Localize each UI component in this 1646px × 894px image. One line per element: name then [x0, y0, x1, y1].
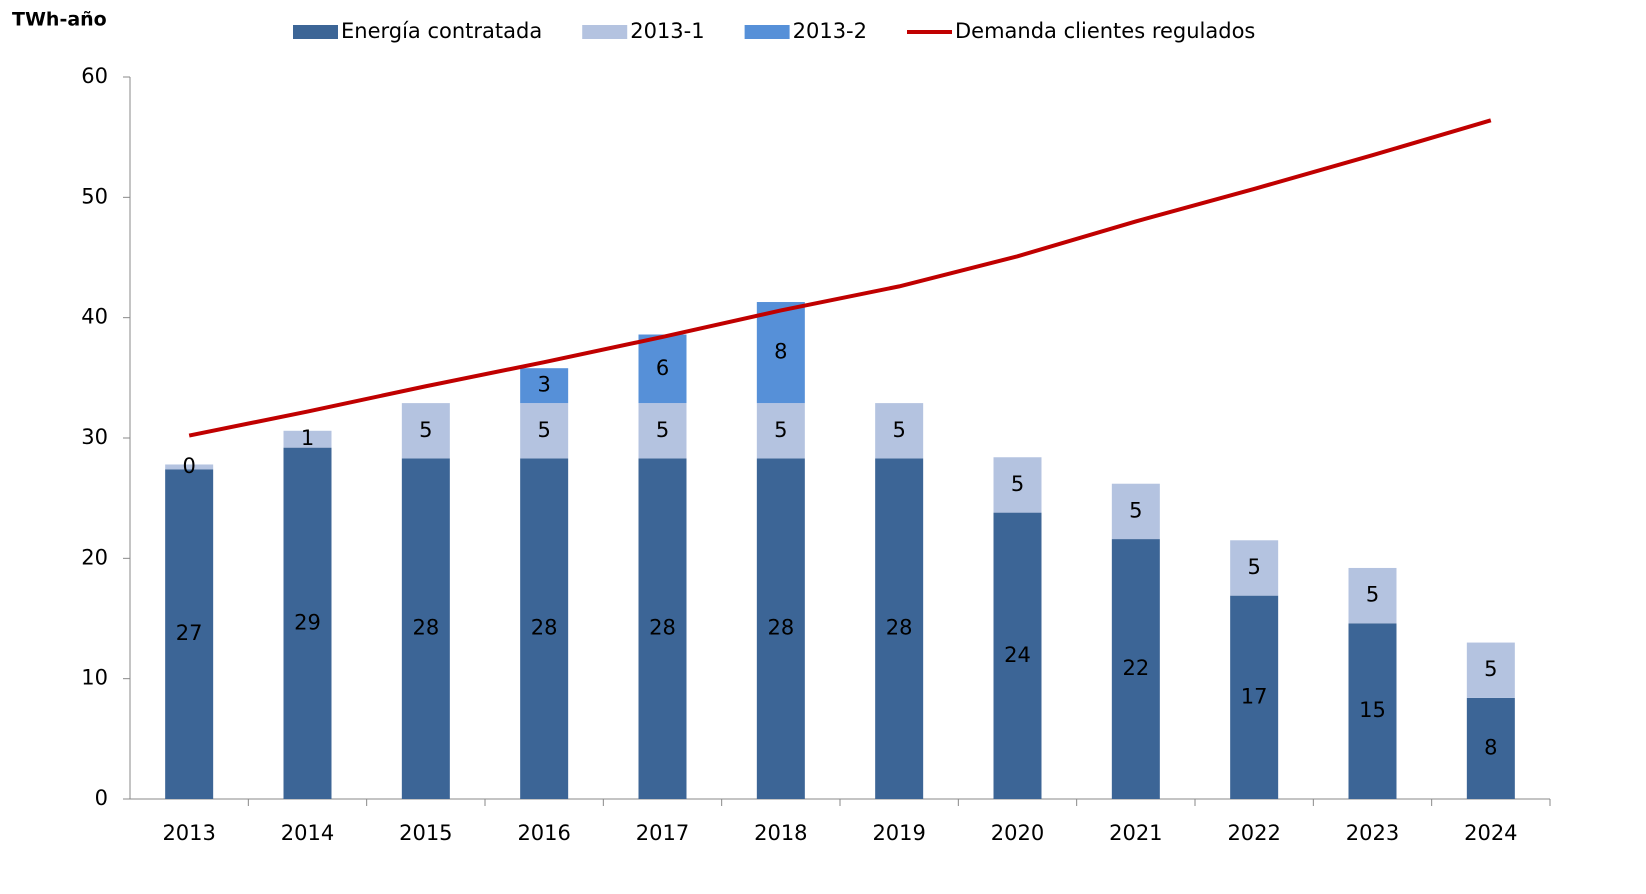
data-label: 5: [1011, 472, 1024, 496]
data-label: 5: [774, 418, 787, 442]
data-label: 5: [656, 418, 669, 442]
y-tick-label: 0: [95, 786, 108, 810]
x-tick-label: 2016: [517, 821, 570, 845]
data-label: 5: [1129, 498, 1142, 522]
bar-segment: [401, 403, 450, 459]
data-label: 5: [892, 418, 905, 442]
x-tick-label: 2013: [162, 821, 215, 845]
data-label: 3: [537, 373, 550, 397]
x-tick-label: 2019: [872, 821, 925, 845]
bar-segment: [520, 403, 569, 459]
x-tick-label: 2024: [1464, 821, 1517, 845]
legend-label: Demanda clientes regulados: [955, 19, 1255, 43]
y-axis-label: TWh-año: [12, 9, 107, 31]
bar-segment: [283, 430, 332, 448]
data-label: 0: [182, 454, 195, 478]
bar-segment: [1111, 483, 1160, 540]
data-label: 1: [301, 426, 314, 450]
bar-segment: [165, 464, 214, 470]
data-label: 28: [531, 616, 558, 640]
bar-segment: [1111, 539, 1160, 799]
y-tick-label: 50: [81, 184, 108, 208]
x-tick-label: 2017: [636, 821, 689, 845]
data-label: 5: [419, 418, 432, 442]
legend-label: 2013-1: [630, 19, 704, 43]
bar-segment: [1230, 595, 1279, 799]
x-tick-label: 2014: [281, 821, 334, 845]
bar-segment: [993, 457, 1042, 513]
data-label: 29: [294, 610, 321, 634]
bar-segment: [993, 512, 1042, 799]
data-label: 8: [774, 340, 787, 364]
data-label: 6: [656, 356, 669, 380]
data-label: 28: [649, 616, 676, 640]
legend-label: 2013-2: [793, 19, 867, 43]
bar-segment: [1348, 623, 1397, 799]
bar-segment: [638, 334, 687, 404]
bar-segment: [638, 458, 687, 799]
bar-segment: [1230, 540, 1279, 596]
legend-label: Energía contratada: [341, 19, 542, 43]
x-tick-label: 2021: [1109, 821, 1162, 845]
bar-segment: [756, 458, 805, 799]
data-label: 28: [412, 616, 439, 640]
data-label: 27: [176, 621, 203, 645]
data-label: 22: [1122, 656, 1149, 680]
bar-segment: [520, 368, 569, 404]
x-tick-label: 2022: [1227, 821, 1280, 845]
y-tick-label: 40: [81, 305, 108, 329]
data-label: 24: [1004, 643, 1031, 667]
data-label: 5: [1366, 583, 1379, 607]
y-tick-label: 30: [81, 425, 108, 449]
x-tick-label: 2020: [991, 821, 1044, 845]
data-label: 15: [1359, 698, 1386, 722]
bar-segment: [1348, 567, 1397, 624]
bar-segment: [756, 302, 805, 404]
bar-segment: [401, 458, 450, 799]
data-label: 5: [537, 418, 550, 442]
y-tick-label: 60: [81, 64, 108, 88]
x-tick-label: 2015: [399, 821, 452, 845]
legend-swatch: [293, 25, 338, 39]
y-tick-label: 20: [81, 545, 108, 569]
bar-segment: [638, 403, 687, 459]
data-label: 8: [1484, 735, 1497, 759]
bar-segment: [756, 403, 805, 459]
data-label: 17: [1241, 684, 1268, 708]
data-label: 28: [886, 616, 913, 640]
legend-swatch: [744, 25, 790, 39]
x-tick-label: 2018: [754, 821, 807, 845]
data-label: 5: [1484, 657, 1497, 681]
bar-segment: [1466, 642, 1515, 698]
data-label: 5: [1247, 555, 1260, 579]
bar-segment: [875, 403, 924, 459]
x-tick-label: 2023: [1346, 821, 1399, 845]
line: [188, 118, 1492, 438]
bar-segment: [1466, 697, 1515, 799]
bar-segment: [283, 447, 332, 799]
legend-swatch: [582, 25, 628, 39]
bar-segment: [875, 458, 924, 799]
y-tick-label: 10: [81, 666, 108, 690]
data-label: 28: [767, 616, 794, 640]
bar-segment: [165, 469, 214, 799]
bar-segment: [520, 458, 569, 799]
